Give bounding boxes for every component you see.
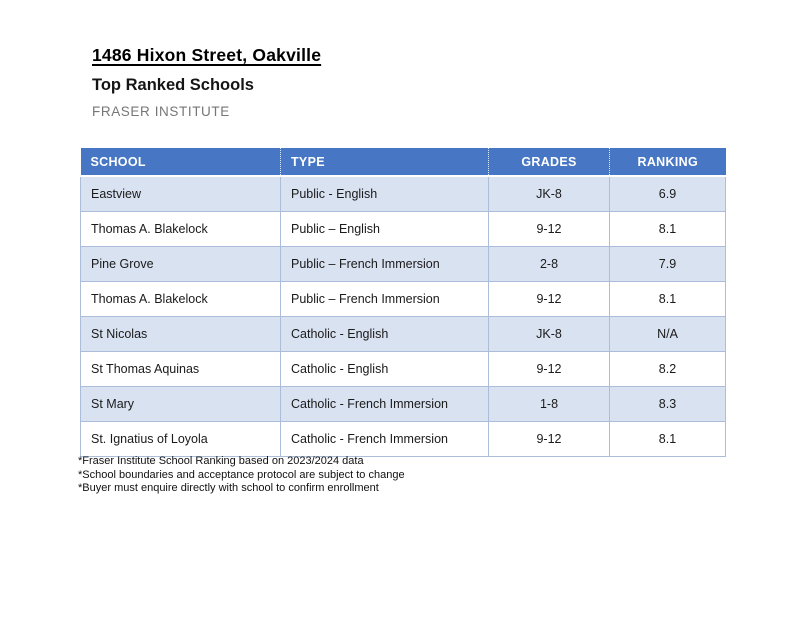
table-row: St Nicolas Catholic - English JK-8 N/A [80,316,726,352]
cell-grades: 9-12 [488,421,610,457]
cell-ranking: 8.1 [609,281,726,317]
schools-table: SCHOOL TYPE GRADES RANKING Eastview Publ… [80,148,726,457]
ranking-source-label: FRASER INSTITUTE [92,104,230,119]
cell-school: Thomas A. Blakelock [80,281,281,317]
table-row: St Thomas Aquinas Catholic - English 9-1… [80,351,726,387]
table-row: St Mary Catholic - French Immersion 1-8 … [80,386,726,422]
cell-ranking: 8.3 [609,386,726,422]
column-header-type: TYPE [280,148,489,177]
cell-grades: JK-8 [488,175,610,212]
table-header-row: SCHOOL TYPE GRADES RANKING [80,148,726,177]
cell-ranking: 7.9 [609,246,726,282]
column-header-grades: GRADES [488,148,610,177]
cell-grades: 1-8 [488,386,610,422]
cell-type: Public – English [280,211,489,247]
table-row: Thomas A. Blakelock Public – English 9-1… [80,211,726,247]
cell-type: Public – French Immersion [280,281,489,317]
page-title: 1486 Hixon Street, Oakville [92,45,322,65]
table-row: St. Ignatius of Loyola Catholic - French… [80,421,726,457]
cell-grades: 9-12 [488,281,610,317]
cell-school: St Mary [80,386,281,422]
table-row: Pine Grove Public – French Immersion 2-8… [80,246,726,282]
cell-grades: JK-8 [488,316,610,352]
cell-ranking: 6.9 [609,175,726,212]
cell-type: Catholic - English [280,351,489,387]
page-subtitle: Top Ranked Schools [92,76,254,94]
cell-grades: 2-8 [488,246,610,282]
footnotes: *Fraser Institute School Ranking based o… [78,455,405,496]
footnote-ranking-data: *Fraser Institute School Ranking based o… [78,455,364,467]
cell-grades: 9-12 [488,211,610,247]
cell-grades: 9-12 [488,351,610,387]
cell-school: Thomas A. Blakelock [80,211,281,247]
cell-ranking: 8.1 [609,211,726,247]
cell-school: St. Ignatius of Loyola [80,421,281,457]
cell-school: St Nicolas [80,316,281,352]
footnote-boundaries: *School boundaries and acceptance protoc… [78,468,405,481]
cell-type: Catholic - English [280,316,489,352]
cell-ranking: 8.2 [609,351,726,387]
cell-type: Public - English [280,175,489,212]
table-row: Eastview Public - English JK-8 6.9 [80,175,726,212]
cell-type: Public – French Immersion [280,246,489,282]
cell-type: Catholic - French Immersion [280,421,489,457]
cell-ranking: N/A [609,316,726,352]
cell-school: Eastview [80,175,281,212]
column-header-school: SCHOOL [80,148,281,177]
cell-type: Catholic - French Immersion [280,386,489,422]
column-header-ranking: RANKING [609,148,726,177]
cell-school: Pine Grove [80,246,281,282]
table-row: Thomas A. Blakelock Public – French Imme… [80,281,726,317]
cell-ranking: 8.1 [609,421,726,457]
cell-school: St Thomas Aquinas [80,351,281,387]
footnote-enrollment: *Buyer must enquire directly with school… [78,482,379,494]
